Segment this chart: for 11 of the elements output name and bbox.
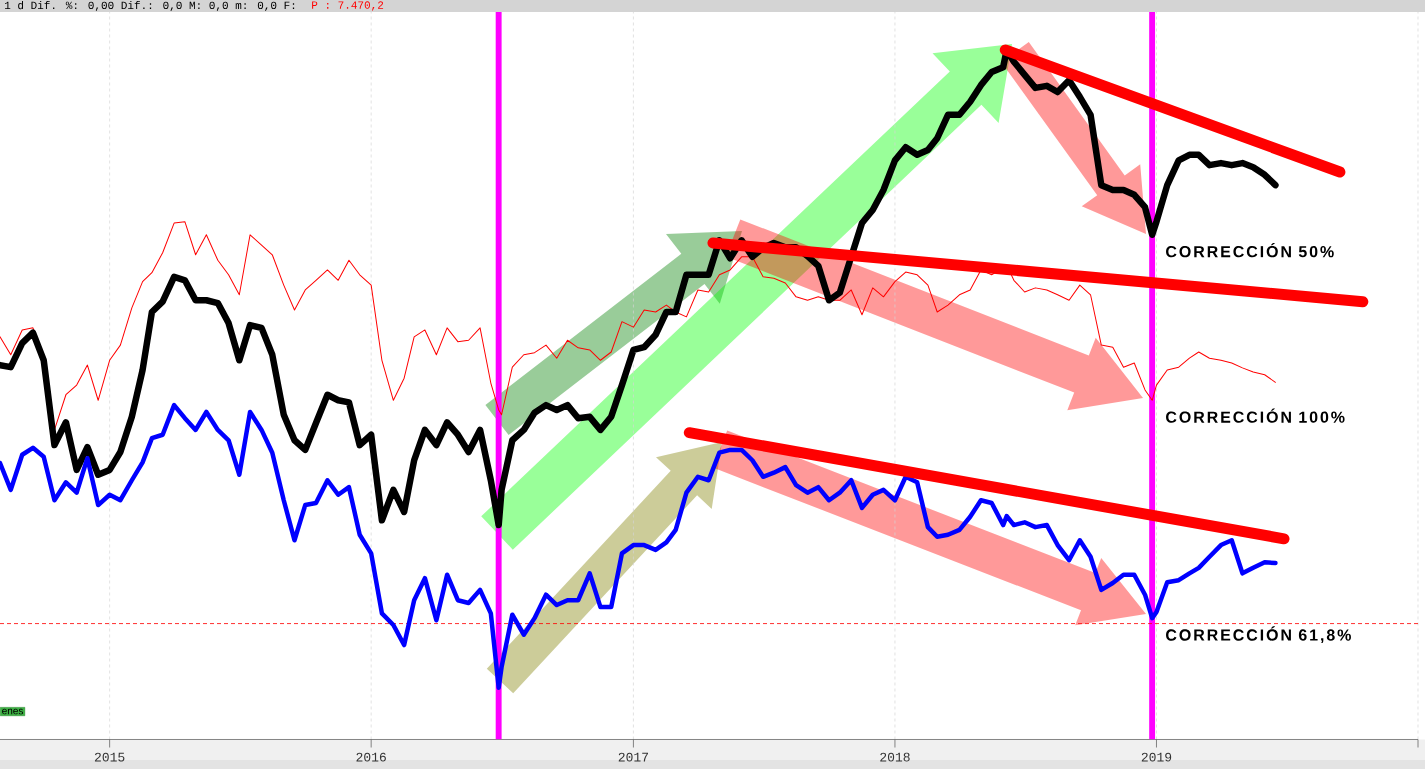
x-tick-label: 2017 <box>618 752 648 762</box>
text: 1 d Dif. %: 0,00 Dif.: 0,0 M: 0,0 m: 0,0 F: <box>5 1 295 11</box>
x-tick-label: 2015 <box>94 752 125 762</box>
annotation: CORRECCIÓN 61,8% <box>1166 626 1351 643</box>
annotation: CORRECCIÓN 100% <box>1166 408 1345 423</box>
x-tick-label: 2018 <box>880 752 910 762</box>
annotation: CORRECCIÓN 50% <box>1166 242 1334 258</box>
x-tick-label: 2016 <box>356 752 386 762</box>
annotation: enes <box>2 708 24 715</box>
x-tick-label: 2019 <box>1141 752 1172 762</box>
text: P : 7.470,2 <box>312 1 384 11</box>
